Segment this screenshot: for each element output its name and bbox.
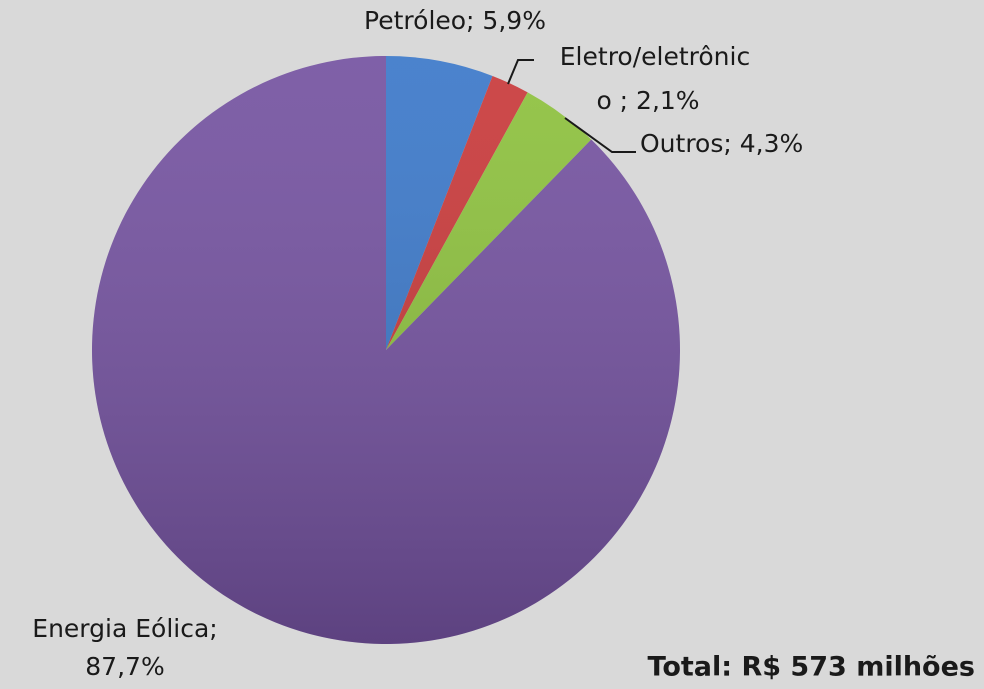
data-label: o ; 2,1%: [596, 86, 699, 115]
data-label: Eletro/eletrônic: [560, 42, 750, 71]
data-label: Energia Eólica;: [32, 614, 217, 643]
leader-line: [507, 59, 534, 85]
annotation: Total: R$ 573 milhões: [648, 652, 976, 683]
data-label: 87,7%: [85, 652, 164, 681]
pie-slice: [91, 56, 680, 644]
data-label: Petróleo; 5,9%: [364, 6, 546, 35]
pie: [91, 56, 680, 644]
data-label: Outros; 4,3%: [640, 129, 803, 158]
leader-line: [564, 117, 636, 153]
